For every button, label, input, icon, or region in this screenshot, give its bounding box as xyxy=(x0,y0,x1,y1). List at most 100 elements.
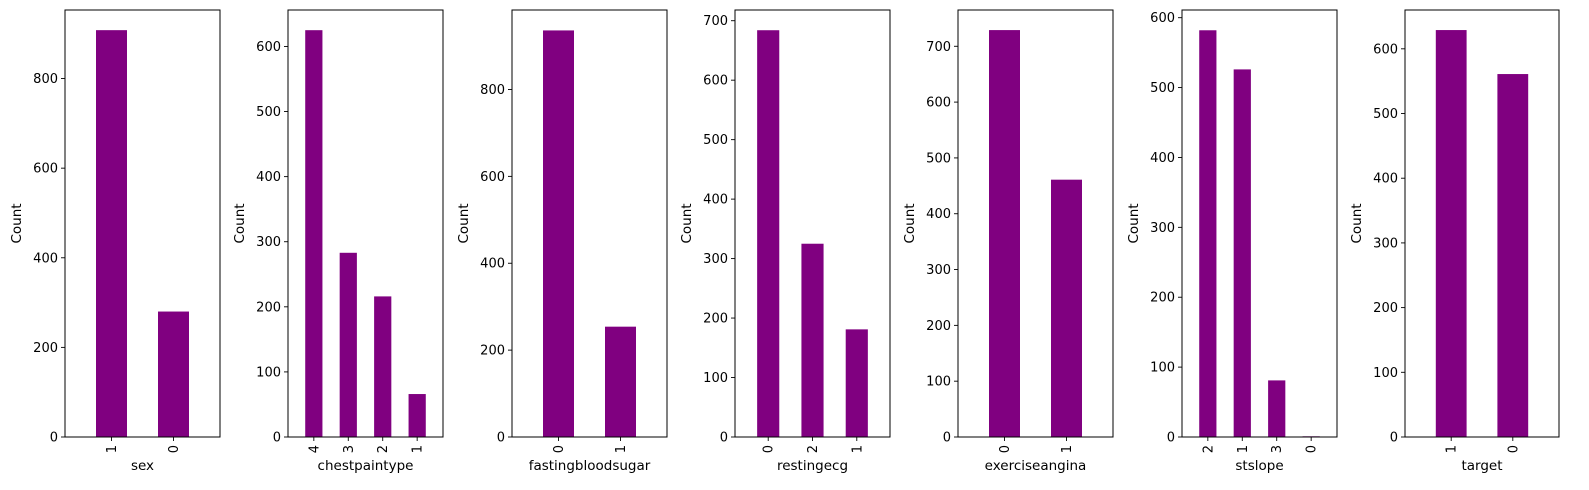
bar-fastingbloodsugar-0 xyxy=(543,30,574,437)
y-tick-label: 200 xyxy=(703,312,728,327)
bar-exerciseangina-0 xyxy=(989,30,1020,438)
y-tick-label: 600 xyxy=(480,170,505,185)
y-tick-label: 400 xyxy=(1150,151,1175,166)
y-tick-label: 200 xyxy=(1150,291,1175,306)
y-tick-label: 600 xyxy=(703,74,728,89)
y-axis-label: Count xyxy=(1126,203,1142,243)
y-tick-label: 600 xyxy=(1150,11,1175,26)
bar-stslope-3 xyxy=(1268,380,1286,437)
y-axis-label: Count xyxy=(9,203,25,243)
y-tick-label: 100 xyxy=(1373,366,1398,381)
x-tick-label: 3 xyxy=(1270,445,1285,453)
subplot-restingecg: 0 2 1 0 100 200 300 400 500 600 700 restingecg Count xyxy=(679,9,891,474)
bar-exerciseangina-1 xyxy=(1051,179,1082,437)
x-tick-label: 3 xyxy=(342,445,357,453)
x-tick-label: 0 xyxy=(552,445,567,453)
y-axis-label: Count xyxy=(232,203,248,243)
x-tick-label: 1 xyxy=(614,445,629,453)
axes-frame xyxy=(734,9,891,438)
y-tick-label: 200 xyxy=(33,341,58,356)
subplot-fastingbloodsugar: 0 1 0 200 400 600 800 fastingbloodsugar Count xyxy=(456,9,668,474)
x-tick-label: 1 xyxy=(1060,445,1075,453)
axes-frame xyxy=(287,9,444,438)
x-axis-label: exerciseangina xyxy=(985,458,1087,474)
x-axis-label: sex xyxy=(131,458,154,474)
bar-restingecg-2 xyxy=(801,243,824,437)
subplot-exerciseangina: 0 1 0 100 200 300 400 500 600 700 exerciseangina Co… xyxy=(902,9,1114,474)
y-tick-label: 400 xyxy=(1373,172,1398,187)
x-tick-label: 2 xyxy=(806,445,821,453)
y-tick-label: 500 xyxy=(926,151,951,166)
subplot-chestpaintype: 4 3 2 1 0 100 200 300 400 500 600 chestpaintype Coun… xyxy=(232,9,444,474)
x-tick-label: 0 xyxy=(1506,445,1521,453)
y-tick-label: 600 xyxy=(1373,42,1398,57)
axes-frame xyxy=(1181,9,1338,438)
x-axis-label: restingecg xyxy=(777,458,848,474)
bar-chestpaintype-3 xyxy=(339,252,357,437)
axes-frame xyxy=(511,9,668,438)
y-tick-label: 200 xyxy=(926,319,951,334)
y-tick-label: 0 xyxy=(720,431,728,446)
bar-fastingbloodsugar-1 xyxy=(605,326,636,437)
y-tick-label: 0 xyxy=(497,431,505,446)
y-tick-label: 100 xyxy=(1150,361,1175,376)
y-tick-label: 500 xyxy=(1373,107,1398,122)
y-tick-label: 100 xyxy=(703,371,728,386)
x-tick-label: 2 xyxy=(376,445,391,453)
bar-chestpaintype-1 xyxy=(408,394,426,437)
y-tick-label: 400 xyxy=(926,207,951,222)
x-axis-label: stslope xyxy=(1235,458,1283,474)
bar-sex-0 xyxy=(158,311,189,437)
y-tick-label: 300 xyxy=(926,263,951,278)
y-tick-label: 0 xyxy=(50,431,58,446)
x-tick-label: 4 xyxy=(307,445,322,453)
bar-target-0 xyxy=(1497,74,1529,438)
y-axis-label: Count xyxy=(902,203,918,243)
y-tick-label: 0 xyxy=(273,431,281,446)
y-tick-label: 0 xyxy=(1390,431,1398,446)
y-tick-label: 400 xyxy=(703,193,728,208)
x-tick-label: 0 xyxy=(762,445,777,453)
y-tick-label: 600 xyxy=(33,162,58,177)
y-tick-label: 700 xyxy=(703,14,728,29)
bar-restingecg-0 xyxy=(757,30,780,437)
y-tick-label: 0 xyxy=(943,431,951,446)
x-tick-label: 0 xyxy=(1305,445,1320,453)
axes-frame xyxy=(957,9,1114,438)
y-tick-label: 100 xyxy=(926,375,951,390)
y-tick-label: 400 xyxy=(480,257,505,272)
y-axis-label: Count xyxy=(456,203,472,243)
axes-frame xyxy=(64,9,221,438)
x-axis-label: chestpaintype xyxy=(318,458,414,474)
y-tick-label: 600 xyxy=(926,96,951,111)
bar-stslope-1 xyxy=(1233,69,1251,438)
y-tick-label: 800 xyxy=(480,83,505,98)
x-tick-label: 1 xyxy=(1445,445,1460,453)
y-tick-label: 200 xyxy=(480,344,505,359)
y-tick-label: 300 xyxy=(1150,221,1175,236)
y-tick-label: 500 xyxy=(703,133,728,148)
y-tick-label: 500 xyxy=(256,105,281,120)
bar-restingecg-1 xyxy=(845,329,868,437)
bar-target-1 xyxy=(1435,30,1467,438)
y-tick-label: 700 xyxy=(926,40,951,55)
y-tick-label: 400 xyxy=(256,170,281,185)
bar-chestpaintype-4 xyxy=(305,30,323,438)
x-axis-label: target xyxy=(1461,458,1502,474)
y-tick-label: 800 xyxy=(33,72,58,87)
y-tick-label: 200 xyxy=(1373,301,1398,316)
y-axis-label: Count xyxy=(679,203,695,243)
x-tick-label: 1 xyxy=(105,445,120,453)
subplot-sex: 1 0 0 200 400 600 800 sex Count xyxy=(9,9,221,474)
y-tick-label: 300 xyxy=(1373,236,1398,251)
x-tick-label: 0 xyxy=(998,445,1013,453)
y-tick-label: 200 xyxy=(256,300,281,315)
bar-chestpaintype-2 xyxy=(374,296,392,437)
y-tick-label: 0 xyxy=(1167,431,1175,446)
x-tick-label: 1 xyxy=(411,445,426,453)
y-axis-label: Count xyxy=(1349,203,1365,243)
y-tick-label: 600 xyxy=(256,40,281,55)
